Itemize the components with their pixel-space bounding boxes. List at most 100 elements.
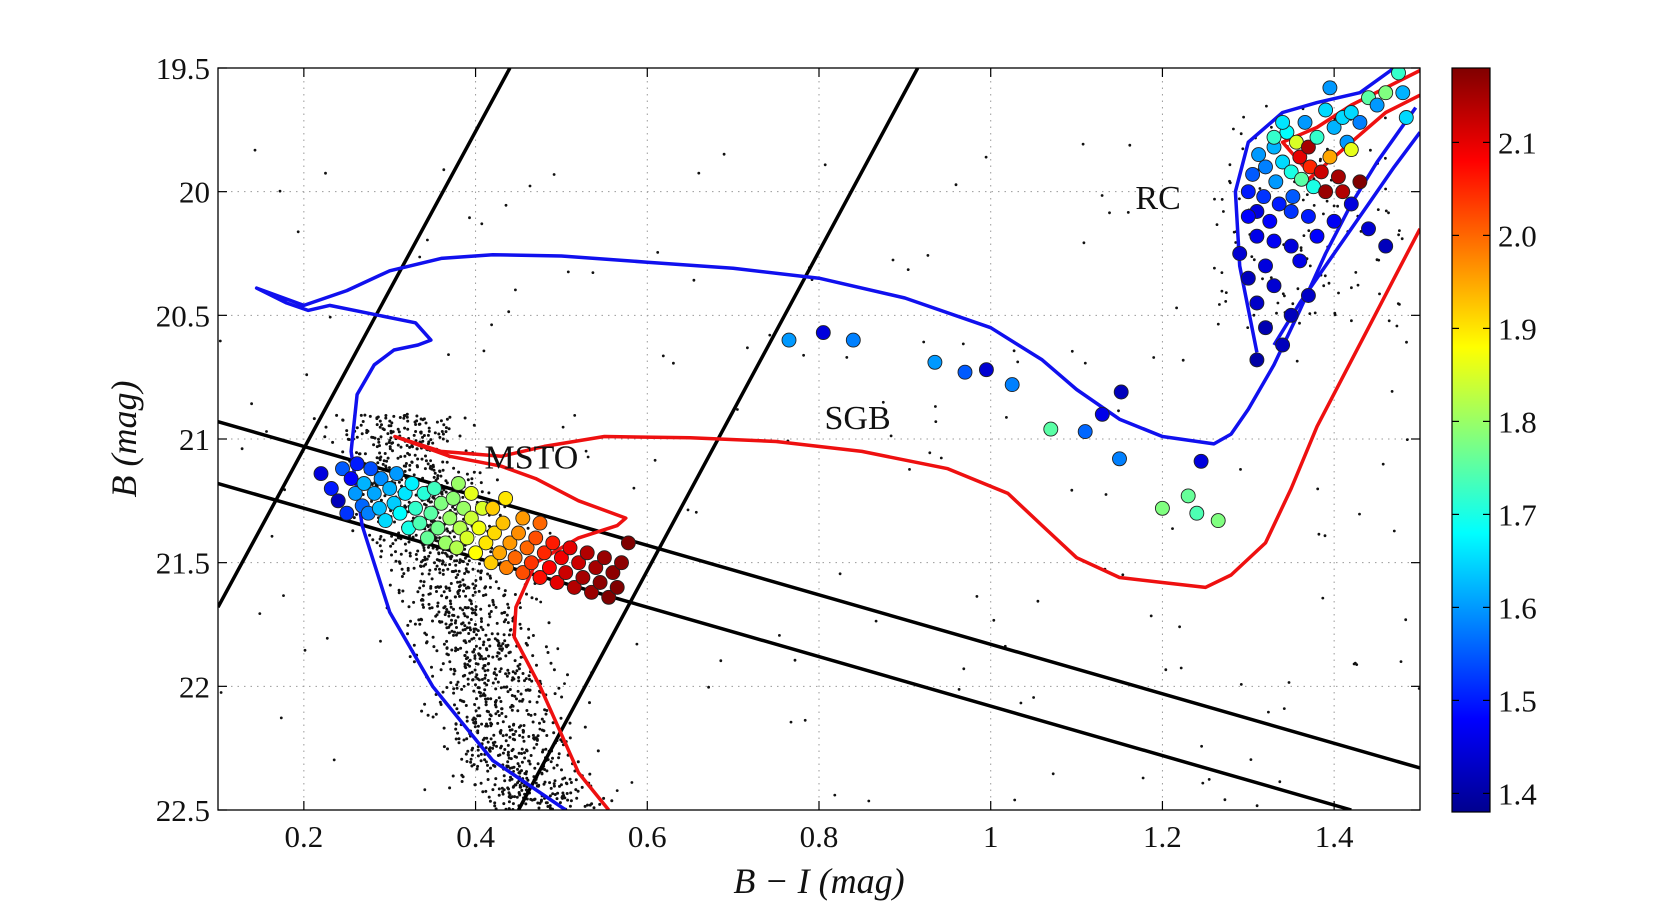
background-star: [536, 734, 540, 738]
colored-star: [363, 461, 379, 477]
background-star: [477, 678, 481, 682]
background-star: [461, 628, 465, 632]
background-star: [1269, 276, 1273, 279]
colored-star: [566, 579, 582, 595]
background-star: [393, 520, 396, 524]
background-star: [394, 538, 398, 542]
background-star: [442, 590, 446, 594]
background-star: [908, 468, 911, 471]
colorbar-ticks: 1.4 1.5 1.6 1.7 1.8 1.9 2.0 2.1: [1452, 125, 1537, 811]
colored-star: [313, 466, 329, 482]
background-star: [440, 594, 444, 598]
background-star: [494, 687, 498, 691]
background-star: [485, 648, 489, 652]
background-star: [1249, 758, 1253, 761]
background-star: [472, 648, 476, 651]
background-star: [504, 739, 508, 743]
background-star: [489, 724, 493, 728]
background-star: [464, 704, 468, 707]
colored-star: [1285, 189, 1301, 205]
background-star: [455, 683, 459, 687]
background-star: [447, 611, 451, 615]
colored-star: [468, 545, 484, 561]
colored-star: [507, 550, 523, 566]
colored-star: [1318, 184, 1334, 200]
background-star: [505, 613, 509, 617]
colored-star: [1094, 406, 1110, 422]
background-star: [555, 763, 559, 767]
background-star: [345, 433, 349, 437]
background-star: [499, 746, 503, 750]
background-star: [566, 673, 569, 677]
background-star: [1201, 781, 1205, 785]
background-star: [505, 674, 509, 678]
background-star: [499, 644, 503, 648]
background-star: [420, 709, 424, 713]
background-star: [422, 546, 426, 550]
background-star: [512, 732, 516, 736]
background-star: [453, 621, 457, 625]
colored-star: [549, 575, 565, 590]
colored-star: [1004, 377, 1020, 393]
background-star: [527, 735, 531, 738]
background-star: [444, 596, 448, 600]
colored-star: [1258, 258, 1273, 274]
background-star: [1224, 300, 1228, 303]
background-star: [552, 782, 556, 786]
background-star: [491, 788, 495, 792]
background-star: [389, 544, 393, 548]
background-star: [454, 646, 458, 650]
background-star: [499, 729, 503, 732]
colored-star: [1249, 352, 1265, 368]
background-star: [488, 713, 492, 717]
background-star: [499, 731, 503, 735]
colored-star: [483, 555, 499, 571]
background-star: [528, 677, 531, 681]
background-star: [444, 479, 448, 483]
background-star: [390, 421, 394, 425]
background-star: [479, 617, 483, 621]
background-star: [516, 767, 519, 771]
background-star: [385, 442, 388, 446]
background-star: [489, 610, 493, 613]
background-star: [414, 423, 418, 426]
background-star: [507, 800, 511, 804]
background-star: [552, 668, 556, 672]
background-star: [438, 470, 442, 473]
colorbar-tick-label: 1.7: [1498, 497, 1537, 532]
background-star: [396, 427, 400, 431]
background-star: [517, 791, 521, 794]
x-tick-label: 0.2: [284, 819, 323, 854]
background-star: [445, 608, 449, 611]
colored-star: [1326, 213, 1342, 229]
background-star: [502, 633, 506, 637]
selection-line-band-top: [218, 420, 1420, 770]
background-star: [470, 670, 474, 674]
background-star: [568, 804, 572, 808]
background-star: [474, 579, 478, 582]
background-star: [486, 763, 489, 767]
colored-star: [459, 530, 475, 546]
background-star: [510, 703, 514, 707]
background-star: [1128, 143, 1132, 147]
background-star: [468, 658, 472, 662]
background-star: [551, 756, 554, 760]
background-star: [501, 751, 505, 755]
background-star: [472, 650, 475, 654]
background-star: [1213, 266, 1216, 270]
background-star: [487, 710, 490, 714]
background-star: [527, 636, 531, 640]
background-star: [407, 500, 411, 504]
background-star: [423, 555, 427, 559]
background-star: [549, 760, 553, 764]
colored-star: [1335, 184, 1351, 200]
colored-star: [1343, 142, 1359, 158]
background-star: [427, 592, 431, 596]
background-star: [447, 625, 451, 629]
background-star: [1178, 625, 1181, 629]
background-star: [312, 417, 316, 421]
background-star: [1395, 324, 1399, 328]
background-star: [495, 673, 498, 677]
background-star: [823, 163, 827, 167]
background-star: [596, 749, 600, 753]
